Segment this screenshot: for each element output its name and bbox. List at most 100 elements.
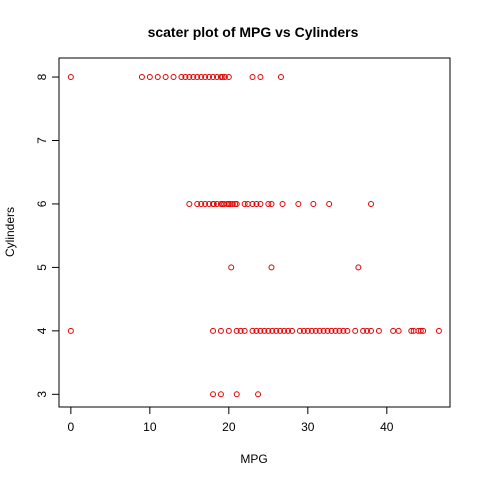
data-point: [67, 327, 74, 334]
x-tick-label: 40: [380, 420, 394, 434]
data-point: [170, 74, 177, 81]
data-point: [326, 200, 333, 207]
data-point: [257, 200, 264, 207]
data-point: [202, 74, 209, 81]
data-point: [178, 74, 185, 81]
data-point: [352, 327, 359, 334]
data-point: [249, 200, 256, 207]
data-point: [217, 391, 224, 398]
data-point: [219, 74, 226, 81]
data-point: [368, 327, 375, 334]
data-point: [312, 327, 319, 334]
data-point: [300, 327, 307, 334]
data-point: [408, 327, 415, 334]
data-point: [249, 74, 256, 81]
data-point: [279, 200, 286, 207]
data-point: [255, 391, 262, 398]
data-point: [202, 200, 209, 207]
data-point: [225, 327, 232, 334]
data-point: [295, 200, 302, 207]
y-tick-label: 5: [35, 264, 49, 271]
x-tick-label: 20: [222, 420, 236, 434]
data-point: [210, 200, 217, 207]
data-point: [281, 327, 288, 334]
data-point: [375, 327, 382, 334]
x-tick-label: 10: [143, 420, 157, 434]
y-axis-label: Cylinders: [3, 207, 17, 257]
x-axis: 0 10 20 30 40: [68, 407, 394, 434]
data-point: [360, 327, 367, 334]
chart-title: scater plot of MPG vs Cylinders: [148, 24, 359, 40]
data-point: [316, 327, 323, 334]
data-point: [241, 327, 248, 334]
data-point: [186, 74, 193, 81]
data-point: [229, 200, 236, 207]
x-tick-label: 0: [68, 420, 75, 434]
x-axis-label: MPG: [240, 452, 267, 466]
data-point: [162, 74, 169, 81]
data-point: [296, 327, 303, 334]
data-point: [213, 74, 220, 81]
data-point: [304, 327, 311, 334]
data-point: [308, 327, 315, 334]
data-point: [336, 327, 343, 334]
data-point: [154, 74, 161, 81]
y-axis: 3 4 5 6 7 8: [35, 73, 59, 398]
data-point: [221, 74, 228, 81]
data-point: [435, 327, 442, 334]
y-tick-label: 3: [35, 391, 49, 398]
data-point: [420, 327, 427, 334]
plot-frame: [58, 57, 451, 408]
data-point: [268, 264, 275, 271]
data-point: [206, 74, 213, 81]
data-point: [320, 327, 327, 334]
data-point: [364, 327, 371, 334]
data-point: [289, 327, 296, 334]
data-points: [67, 74, 442, 398]
data-point: [285, 327, 292, 334]
data-point: [249, 327, 256, 334]
data-point: [253, 200, 260, 207]
data-point: [328, 327, 335, 334]
data-point: [190, 74, 197, 81]
data-point: [194, 200, 201, 207]
data-point: [277, 74, 284, 81]
data-point: [265, 200, 272, 207]
data-point: [273, 327, 280, 334]
data-point: [269, 327, 276, 334]
data-point: [198, 74, 205, 81]
data-point: [257, 327, 264, 334]
data-point: [210, 327, 217, 334]
data-point: [261, 327, 268, 334]
data-point: [67, 74, 74, 81]
y-tick-label: 7: [35, 137, 49, 144]
data-point: [241, 200, 248, 207]
data-point: [390, 327, 397, 334]
data-point: [344, 327, 351, 334]
data-point: [237, 327, 244, 334]
y-tick-label: 8: [35, 73, 49, 80]
data-point: [368, 200, 375, 207]
data-point: [332, 327, 339, 334]
x-tick-label: 30: [301, 420, 315, 434]
data-point: [253, 327, 260, 334]
data-point: [186, 200, 193, 207]
data-point: [310, 200, 317, 207]
data-point: [395, 327, 402, 334]
data-point: [146, 74, 153, 81]
data-point: [225, 74, 232, 81]
y-tick-label: 4: [35, 327, 49, 334]
data-point: [217, 327, 224, 334]
data-point: [194, 74, 201, 81]
data-point: [233, 327, 240, 334]
data-point: [265, 327, 272, 334]
y-tick-label: 6: [35, 200, 49, 207]
data-point: [233, 200, 240, 207]
data-point: [257, 74, 264, 81]
data-point: [210, 74, 217, 81]
data-point: [268, 200, 275, 207]
data-point: [324, 327, 331, 334]
data-point: [210, 391, 217, 398]
data-point: [198, 200, 205, 207]
